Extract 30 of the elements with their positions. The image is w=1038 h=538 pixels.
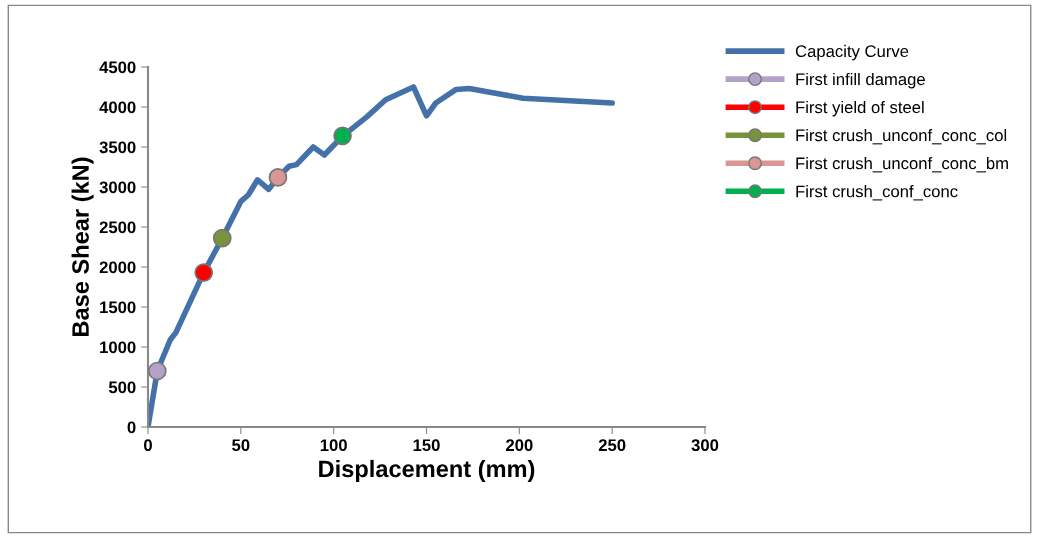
y-tick-label: 1000 xyxy=(100,341,136,354)
x-axis-title: Displacement (mm) xyxy=(319,459,535,482)
y-tick-label: 1500 xyxy=(100,301,136,314)
x-tick-label: 100 xyxy=(320,439,347,452)
y-tick-label: 0 xyxy=(127,421,136,434)
legend-label: First yield of steel xyxy=(796,100,924,117)
legend-label: First crush_conf_conc xyxy=(796,185,958,201)
y-tick-label: 4500 xyxy=(99,61,136,74)
point xyxy=(212,228,232,248)
x-tick-label: 300 xyxy=(691,439,719,452)
x-tick-label: 250 xyxy=(598,439,626,452)
y-tick-label: 3000 xyxy=(99,181,136,194)
point xyxy=(194,263,214,282)
y-tick-label: 500 xyxy=(108,381,136,394)
x-tick-label: 200 xyxy=(506,439,533,452)
y-tick-label: 4000 xyxy=(99,101,136,114)
x-tick-label: 50 xyxy=(232,439,250,452)
y-tick-label: 2000 xyxy=(99,261,136,274)
x-tick-label: 0 xyxy=(144,439,152,452)
legend-label: Capacity Curve xyxy=(795,44,909,61)
x-tick-label: 150 xyxy=(413,439,440,452)
legend-label: First crush_unconf_conc_bm xyxy=(796,157,1008,173)
legend-label: First infill damage xyxy=(796,72,925,89)
legend-label: First crush_unconf_conc_col xyxy=(796,128,1007,145)
point xyxy=(148,361,167,381)
y-tick-label: 3500 xyxy=(99,141,136,154)
point xyxy=(333,126,352,146)
y-tick-label: 2500 xyxy=(99,221,136,234)
y-axis-title: Base Shear (kN) xyxy=(71,157,94,336)
point xyxy=(268,168,288,187)
